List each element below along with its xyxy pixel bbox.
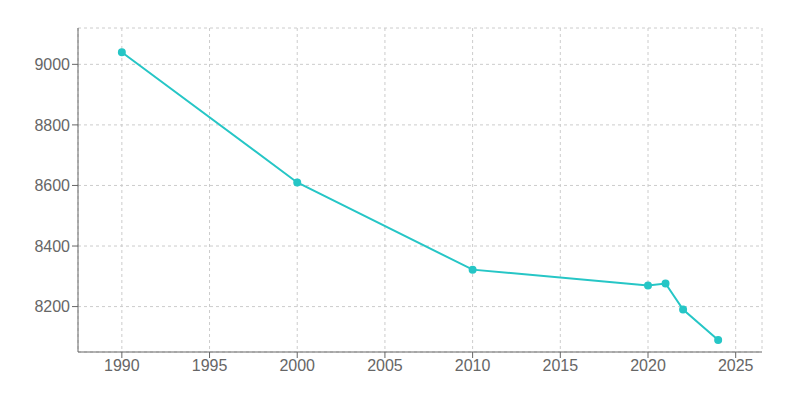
- svg-text:9000: 9000: [34, 56, 70, 73]
- svg-text:2000: 2000: [279, 357, 315, 374]
- svg-text:2020: 2020: [630, 357, 666, 374]
- svg-text:2015: 2015: [543, 357, 579, 374]
- svg-text:8200: 8200: [34, 298, 70, 315]
- svg-text:2025: 2025: [718, 357, 754, 374]
- svg-text:8800: 8800: [34, 117, 70, 134]
- svg-text:2010: 2010: [455, 357, 491, 374]
- svg-text:8400: 8400: [34, 238, 70, 255]
- svg-text:2005: 2005: [367, 357, 403, 374]
- svg-text:8600: 8600: [34, 177, 70, 194]
- svg-text:1995: 1995: [192, 357, 228, 374]
- svg-text:1990: 1990: [104, 357, 140, 374]
